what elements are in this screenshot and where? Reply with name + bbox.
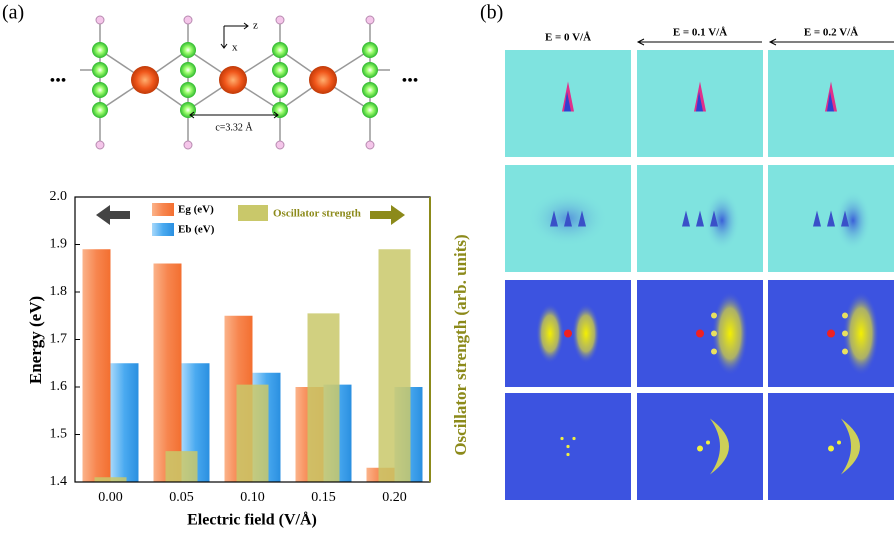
- spot: [842, 348, 848, 355]
- center: [564, 329, 572, 338]
- field-arrows: [636, 38, 894, 46]
- peak: [813, 210, 821, 227]
- glow: [712, 291, 748, 376]
- peak: [696, 91, 703, 112]
- peak: [827, 210, 835, 227]
- center: [696, 329, 704, 338]
- y-axis-label: Energy (eV): [26, 296, 45, 384]
- y-tick-label: 1.9: [50, 237, 68, 252]
- bar: [378, 249, 411, 482]
- peak: [578, 210, 586, 227]
- lattice-arrow: [189, 111, 279, 119]
- x-tick-label: 0.15: [311, 490, 336, 505]
- x-tick-label: 0.20: [382, 490, 407, 505]
- ellipsis: •••: [50, 73, 67, 90]
- bar: [153, 263, 182, 482]
- y-tick-label: 1.6: [50, 379, 68, 394]
- glow: [835, 190, 871, 251]
- axis-x: x: [232, 42, 238, 54]
- bar-chart: Energy (eV) Oscillator strength (arb. un…: [26, 189, 470, 528]
- peak: [841, 210, 849, 227]
- spot: [566, 452, 570, 457]
- bar: [307, 313, 340, 482]
- x-tick-label: 0.10: [240, 490, 265, 505]
- spot: [711, 348, 717, 355]
- peak: [550, 210, 558, 227]
- peak: [827, 91, 834, 112]
- density-maps: [505, 50, 894, 500]
- lattice-label: c=3.32 Å: [215, 121, 253, 133]
- legend-label: Eg (eV): [178, 204, 214, 216]
- y2-axis-label: Oscillator strength (arb. units): [451, 234, 470, 455]
- spot: [711, 312, 717, 319]
- spot: [706, 440, 710, 445]
- spot: [697, 445, 703, 452]
- glow: [536, 303, 564, 364]
- bar: [94, 477, 127, 482]
- x-tick-label: 0.05: [169, 490, 194, 505]
- crescent: [710, 418, 729, 475]
- bar: [110, 363, 139, 482]
- peak: [696, 210, 704, 227]
- panel-label: (a): [2, 2, 24, 24]
- column-header: E = 0.1 V/Å: [673, 27, 727, 39]
- legend-label: Eb (eV): [178, 224, 215, 236]
- ellipsis: •••: [402, 73, 419, 90]
- peak: [682, 210, 690, 227]
- bar: [165, 451, 198, 482]
- axis-arrow: [96, 205, 130, 225]
- axes-indicator: [220, 22, 249, 49]
- legend-swatch: [152, 203, 174, 216]
- crescent: [841, 418, 860, 475]
- axis-arrow: [370, 205, 405, 225]
- bar: [82, 249, 111, 482]
- panel-label: (b): [480, 2, 503, 24]
- x-axis-label: Electric field (V/Å): [187, 511, 317, 529]
- legend-swatch: [152, 223, 174, 236]
- spot: [842, 312, 848, 319]
- spot: [566, 444, 570, 449]
- center: [827, 329, 835, 338]
- y-tick-label: 1.4: [50, 474, 68, 489]
- spot: [837, 440, 841, 445]
- spot: [572, 436, 576, 441]
- glow: [704, 190, 740, 251]
- column-header: E = 0.2 V/Å: [804, 27, 858, 39]
- column-header: E = 0 V/Å: [545, 32, 591, 44]
- spot: [842, 330, 848, 337]
- bar: [236, 384, 269, 482]
- spot: [560, 436, 564, 441]
- spot: [828, 445, 834, 452]
- glow: [572, 303, 600, 364]
- glow: [843, 291, 879, 376]
- spot: [711, 330, 717, 337]
- legend-label: Oscillator strength: [273, 208, 361, 220]
- atoms: [92, 15, 378, 150]
- y-tick-label: 1.8: [50, 284, 68, 299]
- legend-swatch: [238, 205, 268, 221]
- peak: [564, 210, 572, 227]
- axis-z: z: [253, 20, 258, 32]
- y-tick-label: 1.7: [50, 332, 68, 347]
- x-tick-label: 0.00: [98, 490, 123, 505]
- peak: [564, 91, 571, 112]
- y-tick-label: 2.0: [50, 189, 68, 204]
- y-tick-label: 1.5: [50, 427, 68, 442]
- peak: [710, 210, 718, 227]
